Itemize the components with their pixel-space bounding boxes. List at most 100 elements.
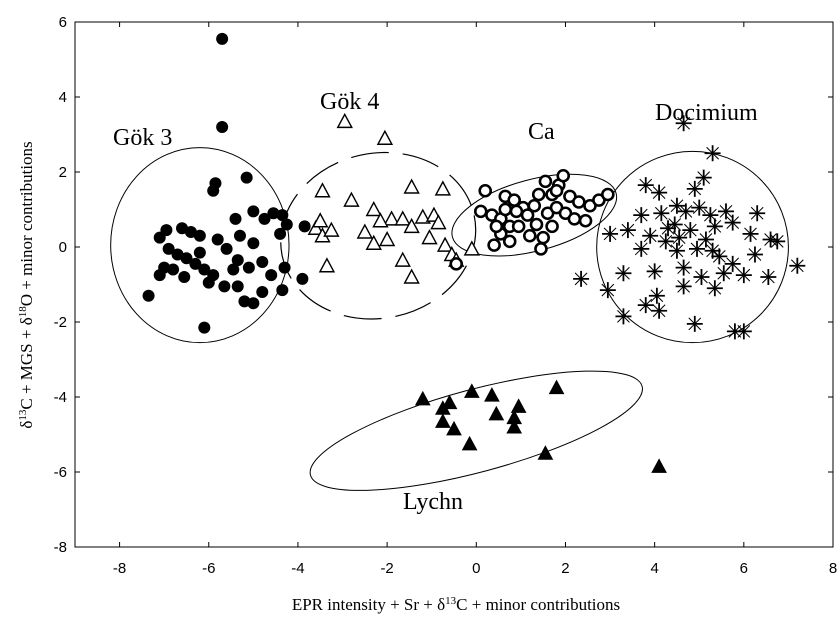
point-series-2 (533, 189, 544, 200)
point-series-3 (687, 181, 703, 197)
point-series-0 (216, 121, 228, 133)
y-tick-label: 6 (59, 14, 67, 31)
point-series-4 (443, 396, 457, 409)
point-series-3 (689, 241, 705, 257)
point-series-2 (580, 215, 591, 226)
x-tick-label: -8 (113, 560, 126, 577)
point-series-0 (143, 290, 155, 302)
point-series-3 (743, 226, 759, 242)
point-series-3 (573, 271, 589, 287)
point-series-1 (380, 233, 394, 246)
point-series-3 (651, 303, 667, 319)
point-series-1 (315, 184, 329, 197)
point-series-0 (232, 280, 244, 292)
point-series-3 (633, 241, 649, 257)
point-series-3 (682, 222, 698, 238)
point-series-3 (718, 203, 734, 219)
point-series-1 (367, 203, 381, 216)
point-series-4 (485, 388, 499, 401)
point-series-2 (573, 197, 584, 208)
point-series-3 (760, 269, 776, 285)
point-series-2 (531, 219, 542, 230)
point-series-0 (279, 262, 291, 274)
label-ca: Ca (528, 119, 555, 145)
point-series-3 (633, 207, 649, 223)
point-series-3 (707, 218, 723, 234)
x-tick-label: -6 (202, 560, 215, 577)
point-series-3 (667, 217, 683, 233)
point-series-3 (716, 265, 732, 281)
point-series-2 (511, 206, 522, 217)
point-series-3 (763, 232, 779, 248)
y-tick-label: 4 (59, 89, 67, 106)
point-series-3 (789, 258, 805, 274)
point-series-1 (338, 114, 352, 127)
point-series-4 (463, 437, 477, 450)
point-series-3 (653, 205, 669, 221)
point-series-0 (203, 277, 215, 289)
y-tick-label: -6 (54, 464, 67, 481)
point-series-4 (550, 381, 564, 394)
point-series-2 (522, 210, 533, 221)
point-series-3 (620, 222, 636, 238)
data-points (143, 33, 806, 473)
point-series-3 (747, 247, 763, 263)
x-tick-label: 8 (829, 560, 837, 577)
point-series-3 (638, 177, 654, 193)
point-series-2 (491, 221, 502, 232)
point-series-3 (769, 233, 785, 249)
ellipse-series-1 (265, 135, 491, 337)
point-series-0 (299, 220, 311, 232)
point-series-3 (649, 288, 665, 304)
point-series-0 (216, 33, 228, 45)
point-series-2 (551, 185, 562, 196)
x-tick-label: 6 (740, 560, 748, 577)
point-series-3 (647, 263, 663, 279)
point-series-3 (749, 205, 765, 221)
point-series-1 (358, 225, 372, 238)
point-series-3 (615, 308, 631, 324)
point-series-3 (736, 323, 752, 339)
point-series-3 (676, 260, 692, 276)
point-series-3 (602, 226, 618, 242)
point-series-2 (451, 258, 462, 269)
point-series-2 (489, 240, 500, 251)
point-series-0 (230, 213, 242, 225)
point-series-1 (438, 238, 452, 251)
point-series-3 (696, 170, 712, 186)
point-series-3 (615, 265, 631, 281)
label-gok4: Gök 4 (320, 89, 379, 115)
point-series-0 (243, 262, 255, 274)
point-series-3 (651, 185, 667, 201)
point-series-3 (658, 233, 674, 249)
x-tick-label: 4 (650, 560, 658, 577)
point-series-4 (512, 399, 526, 412)
point-series-0 (274, 228, 286, 240)
point-series-1 (396, 212, 410, 225)
point-series-0 (247, 205, 259, 217)
point-series-0 (256, 286, 268, 298)
point-series-1 (422, 231, 436, 244)
point-series-2 (475, 206, 486, 217)
point-series-3 (705, 145, 721, 161)
point-series-2 (500, 204, 511, 215)
y-tick-label: -4 (54, 389, 67, 406)
x-axis-label: EPR intensity + Sr + δ13C + minor contri… (292, 595, 620, 614)
point-series-0 (154, 269, 166, 281)
x-tick-label: -2 (380, 560, 393, 577)
x-tick-label: 2 (561, 560, 569, 577)
y-tick-label: -8 (54, 539, 67, 556)
label-docimium: Docimium (655, 100, 758, 126)
point-series-3 (736, 267, 752, 283)
point-series-0 (154, 232, 166, 244)
point-series-3 (600, 282, 616, 298)
point-series-0 (265, 269, 277, 281)
point-series-3 (705, 243, 721, 259)
point-series-3 (669, 243, 685, 259)
point-series-2 (513, 221, 524, 232)
point-series-4 (652, 459, 666, 472)
point-series-3 (691, 200, 707, 216)
point-series-3 (707, 280, 723, 296)
label-gok3: Gök 3 (113, 125, 172, 151)
point-series-0 (256, 256, 268, 268)
